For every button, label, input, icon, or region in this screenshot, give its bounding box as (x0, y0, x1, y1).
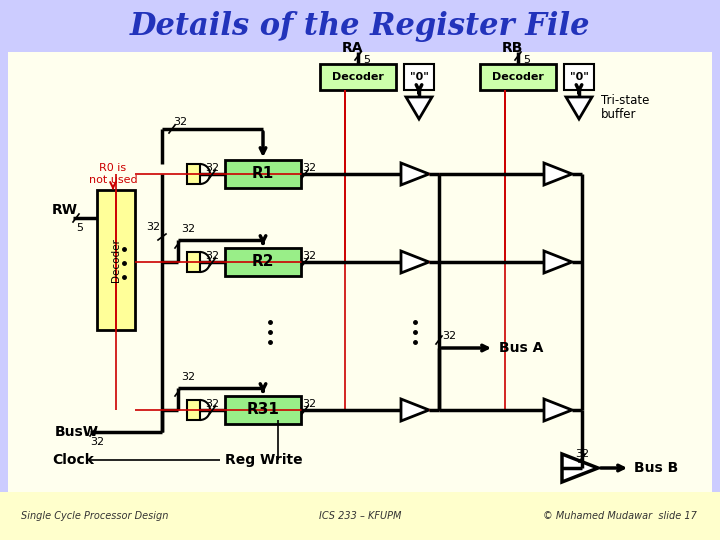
Polygon shape (401, 163, 429, 185)
Text: not used: not used (89, 175, 138, 185)
Text: RA: RA (342, 41, 364, 55)
FancyBboxPatch shape (0, 492, 720, 540)
Text: 5: 5 (76, 223, 84, 233)
Text: 32: 32 (90, 437, 104, 447)
Text: BusW: BusW (55, 425, 99, 439)
Polygon shape (406, 97, 432, 119)
Text: 32: 32 (146, 222, 160, 232)
Text: ICS 233 – KFUPM: ICS 233 – KFUPM (319, 511, 401, 521)
Text: R2: R2 (252, 254, 274, 269)
Text: Bus A: Bus A (499, 341, 544, 355)
Text: 32: 32 (302, 399, 316, 409)
FancyBboxPatch shape (320, 64, 396, 90)
Text: Decoder: Decoder (492, 72, 544, 82)
Text: © Muhamed Mudawar  slide 17: © Muhamed Mudawar slide 17 (543, 511, 697, 521)
FancyBboxPatch shape (8, 52, 712, 492)
Text: Decoder: Decoder (111, 238, 121, 282)
Polygon shape (401, 251, 429, 273)
Polygon shape (566, 97, 592, 119)
Text: 32: 32 (302, 251, 316, 261)
Text: "0": "0" (410, 72, 428, 82)
FancyBboxPatch shape (187, 164, 200, 184)
Polygon shape (562, 454, 598, 482)
FancyBboxPatch shape (225, 396, 301, 424)
Text: 32: 32 (205, 163, 220, 173)
Polygon shape (401, 399, 429, 421)
Polygon shape (544, 399, 572, 421)
Text: Decoder: Decoder (332, 72, 384, 82)
Text: 32: 32 (205, 251, 220, 261)
Polygon shape (544, 163, 572, 185)
Polygon shape (544, 251, 572, 273)
Text: 32: 32 (173, 117, 187, 127)
Text: 32: 32 (302, 163, 316, 173)
Text: Bus B: Bus B (634, 461, 678, 475)
FancyBboxPatch shape (97, 190, 135, 330)
Text: Details of the Register File: Details of the Register File (130, 10, 590, 42)
Text: 5: 5 (363, 55, 370, 65)
FancyBboxPatch shape (225, 248, 301, 276)
Text: R0 is: R0 is (99, 163, 127, 173)
Text: Clock: Clock (52, 453, 94, 467)
Text: buffer: buffer (601, 107, 636, 120)
Text: R1: R1 (252, 166, 274, 181)
Text: 32: 32 (575, 449, 589, 459)
FancyBboxPatch shape (480, 64, 556, 90)
FancyBboxPatch shape (187, 400, 200, 420)
Text: 32: 32 (181, 224, 195, 234)
Text: Tri-state: Tri-state (601, 93, 649, 106)
Text: R31: R31 (246, 402, 279, 417)
FancyBboxPatch shape (225, 160, 301, 188)
Text: Single Cycle Processor Design: Single Cycle Processor Design (22, 511, 168, 521)
Text: 32: 32 (205, 399, 220, 409)
Text: Reg Write: Reg Write (225, 453, 302, 467)
Text: 32: 32 (181, 372, 195, 382)
Text: RB: RB (502, 41, 523, 55)
FancyBboxPatch shape (0, 0, 720, 50)
Text: RW: RW (52, 203, 78, 217)
FancyBboxPatch shape (564, 64, 594, 90)
FancyBboxPatch shape (404, 64, 434, 90)
Text: 32: 32 (442, 331, 456, 341)
FancyBboxPatch shape (187, 252, 200, 272)
Text: "0": "0" (570, 72, 588, 82)
Text: 5: 5 (523, 55, 530, 65)
